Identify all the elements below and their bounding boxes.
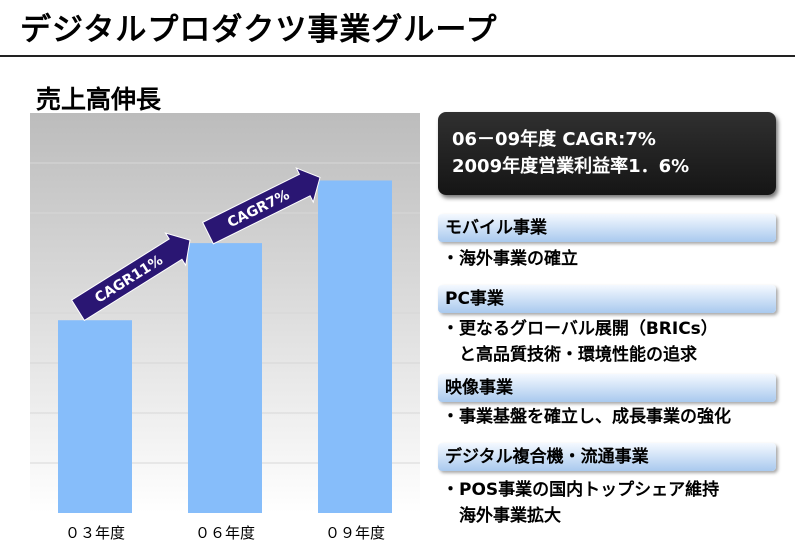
business-header-visual: 映像事業: [438, 374, 776, 402]
category-label-1: ０６年度: [194, 524, 256, 542]
title-divider: [0, 55, 795, 57]
business-point: 海外事業拡大: [442, 506, 561, 526]
business-point: ・海外事業の確立: [442, 249, 578, 269]
business-header-mobile: モバイル事業: [438, 214, 776, 242]
bar-2: [318, 180, 392, 513]
category-label-0: ０３年度: [64, 524, 126, 542]
business-body-mfp-retail: ・POS事業の国内トップシェア維持 海外事業拡大: [442, 477, 719, 529]
bar-0: [58, 320, 132, 513]
category-label-2: ０９年度: [324, 524, 386, 542]
business-point: と高品質技術・環境性能の追求: [442, 345, 697, 365]
business-body-mobile: ・海外事業の確立: [442, 246, 578, 272]
summary-operating-margin: 2009年度営業利益率1．6%: [452, 156, 690, 177]
sales-growth-chart: CAGR11%CAGR7%: [30, 113, 420, 513]
business-point: ・更なるグローバル展開（BRICs）: [442, 319, 718, 339]
bar-1: [188, 243, 262, 513]
business-point: ・POS事業の国内トップシェア維持: [442, 480, 720, 500]
summary-cagr: 06－09年度 CAGR:7%: [452, 129, 656, 150]
business-header-pc: PC事業: [438, 285, 776, 313]
page-title: デジタルプロダクツ事業グループ: [20, 12, 498, 48]
business-point: ・事業基盤を確立し、成長事業の強化: [442, 407, 731, 427]
chart-section-title: 売上高伸長: [36, 85, 162, 114]
summary-box: 06－09年度 CAGR:7% 2009年度営業利益率1．6%: [438, 112, 776, 195]
business-header-mfp-retail: デジタル複合機・流通事業: [438, 443, 776, 471]
business-body-pc: ・更なるグローバル展開（BRICs） と高品質技術・環境性能の追求: [442, 316, 718, 368]
business-body-visual: ・事業基盤を確立し、成長事業の強化: [442, 404, 731, 430]
